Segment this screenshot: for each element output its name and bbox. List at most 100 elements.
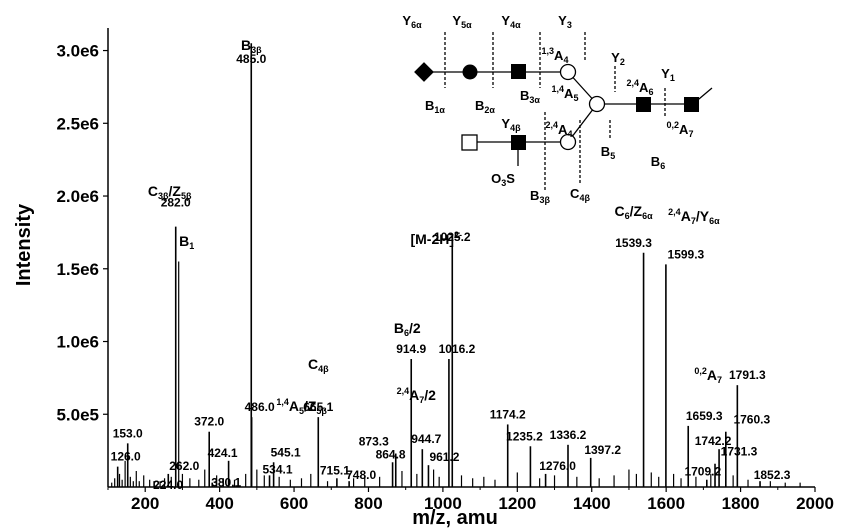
peak-value-label-1852.3: 1852.3	[754, 468, 791, 482]
structure-fragment-label: B1α	[425, 98, 445, 115]
open-circle-residue-icon	[559, 63, 577, 81]
filled-square-residue-icon	[684, 97, 699, 112]
peak-value-label-372.0: 372.0	[194, 415, 224, 429]
ion-annotation: B3β	[241, 37, 262, 55]
y-tick-label: 1.0e6	[56, 333, 99, 352]
peak-value-label-1731.3: 1731.3	[721, 445, 758, 459]
ion-annotations-layer: B3β C3β/Z5β B1 [M-2H]2- C6/Z6α 2,4A7/Y6α B6/2 C…	[148, 37, 722, 416]
x-tick-label: 2000	[796, 494, 834, 513]
x-tick-label: 1400	[573, 494, 611, 513]
structure-fragment-label: 2,4A6	[627, 78, 654, 97]
structure-fragment-label: B5	[601, 144, 615, 161]
ion-annotation: C6/Z6α	[615, 203, 654, 221]
filled-square-residue-icon	[636, 97, 651, 112]
y-tick-label: 5.0e5	[56, 405, 99, 424]
peak-value-label-1276.0: 1276.0	[539, 459, 576, 473]
x-tick-label: 400	[205, 494, 233, 513]
x-axis-title: m/z, amu	[412, 507, 498, 529]
peak-value-label-873.3: 873.3	[359, 435, 389, 449]
y-tick-label: 2.0e6	[56, 187, 99, 206]
x-tick-label: 1600	[647, 494, 685, 513]
glycan-structure: Y6α Y5α Y4α Y3 Y2 Y1 Y4β B1α B2α B3α B5 B6 B3β C4β 1,3…	[402, 13, 713, 205]
x-tick-label: 800	[354, 494, 382, 513]
structure-fragment-label: Y4β	[501, 116, 521, 133]
peak-value-label-485.0: 485.0	[236, 52, 266, 66]
y-tick-label: 1.5e6	[56, 260, 99, 279]
structure-fragment-label: B3α	[520, 88, 540, 105]
peak-value-label-1709.2: 1709.2	[684, 465, 721, 479]
ion-annotation: [M-2H]2-	[410, 230, 462, 247]
ion-annotation: 2,4A7/Y6α	[668, 207, 720, 226]
structure-fragment-label: Y4α	[501, 13, 521, 30]
ion-annotation: 2,4A7/2	[397, 386, 437, 405]
sulfate-label: O3S	[491, 171, 515, 188]
structure-fragment-label: Y6α	[402, 13, 422, 30]
peak-value-label-914.9: 914.9	[396, 342, 426, 356]
diamond-residue-icon	[414, 62, 434, 82]
y-axis-title: Intensity	[13, 203, 35, 286]
peak-value-label-486.0: 486.0	[245, 400, 275, 414]
peak-value-label-1174.2: 1174.2	[490, 407, 526, 421]
peak-labels-layer: 153.0 126.0 224.0 262.0 282.0 372.0 380.1 424.1…	[111, 52, 791, 492]
peak-value-label-944.7: 944.7	[411, 432, 441, 446]
axes-layer: 200 400 600 800 1000 1200 1400 1600 1800 2000 5.0e…	[56, 28, 834, 513]
peak-value-label-1760.3: 1760.3	[733, 413, 770, 427]
peak-value-label-262.0: 262.0	[169, 459, 199, 473]
peak-value-label-380.1: 380.1	[211, 476, 241, 490]
structure-fragment-label: 1,4A5	[552, 84, 579, 103]
structure-fragment-label: Y1	[661, 66, 675, 83]
peak-value-label-1742.2: 1742.2	[695, 434, 732, 448]
open-circle-residue-icon	[559, 133, 577, 151]
peak-value-label-545.1: 545.1	[271, 445, 301, 459]
structure-fragment-label: 0,2A7	[667, 120, 694, 139]
peak-value-label-864.8: 864.8	[376, 447, 406, 461]
filled-circle-residue-icon	[462, 64, 478, 80]
peak-value-label-1397.2: 1397.2	[584, 443, 621, 457]
peaks-layer	[111, 43, 801, 487]
structure-fragment-label: B6	[651, 154, 665, 171]
structure-fragment-label: Y2	[611, 50, 625, 67]
peak-value-label-1235.2: 1235.2	[506, 429, 543, 443]
ion-annotation: B1	[179, 233, 194, 251]
peak-value-label-153.0: 153.0	[113, 426, 143, 440]
ion-annotation: 1,4A5/Z5β	[276, 397, 327, 416]
x-tick-label: 200	[131, 494, 159, 513]
peak-value-label-748.0: 748.0	[346, 468, 376, 482]
structure-fragment-label: 2,4A4	[546, 120, 573, 139]
y-tick-label: 2.5e6	[56, 114, 99, 133]
ion-annotation: C3β/Z5β	[148, 183, 192, 201]
peak-value-label-1599.3: 1599.3	[668, 247, 705, 261]
structure-fragment-label: B2α	[475, 98, 495, 115]
x-tick-label: 1200	[498, 494, 536, 513]
open-square-residue-icon	[461, 134, 478, 151]
peak-value-label-1025.2: 1025.2	[434, 230, 471, 244]
peak-value-label-715.1: 715.1	[320, 463, 350, 477]
peak-value-label-1791.3: 1791.3	[729, 368, 766, 382]
peak-value-label-534.1: 534.1	[263, 462, 293, 476]
filled-square-residue-icon	[511, 64, 526, 79]
structure-fragment-label: 1,3A4	[542, 46, 569, 65]
peak-value-label-126.0: 126.0	[111, 450, 141, 464]
structure-fragment-label: C4β	[570, 186, 590, 203]
peak-value-label-224.0: 224.0	[153, 478, 183, 492]
x-tick-label: 600	[280, 494, 308, 513]
structure-fragment-label: Y5α	[452, 13, 472, 30]
ion-annotation: C4β	[308, 356, 329, 374]
structure-fragment-label: B3β	[530, 188, 550, 205]
peak-value-label-424.1: 424.1	[208, 446, 238, 460]
peak-value-label-282.0: 282.0	[161, 196, 191, 210]
peak-value-label-1539.3: 1539.3	[615, 236, 652, 250]
peak-value-label-961.2: 961.2	[429, 450, 459, 464]
x-tick-label: 1800	[722, 494, 760, 513]
open-circle-residue-icon	[588, 95, 606, 113]
ion-annotation: 0,2A7	[694, 366, 722, 385]
peak-value-label-1336.2: 1336.2	[550, 428, 587, 442]
peak-value-label-665.1: 665.1	[303, 400, 333, 414]
structure-fragment-label: Y3	[558, 13, 572, 30]
x-tick-label: 1000	[424, 494, 462, 513]
peak-value-label-1659.3: 1659.3	[686, 409, 723, 423]
filled-square-residue-icon	[511, 135, 526, 150]
ion-annotation: B6/2	[394, 320, 421, 338]
peak-value-label-1016.2: 1016.2	[439, 342, 476, 356]
